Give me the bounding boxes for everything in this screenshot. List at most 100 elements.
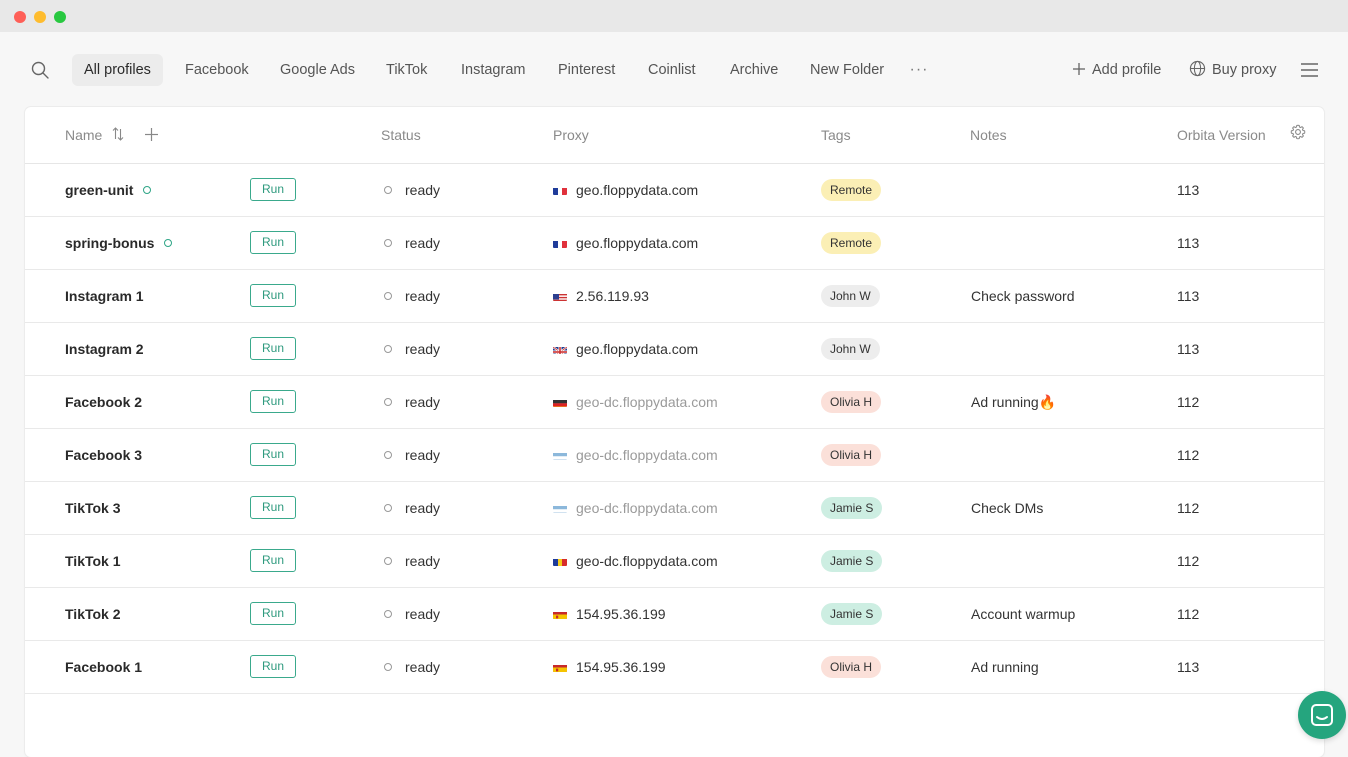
tab-all-profiles[interactable]: All profiles [72, 54, 163, 86]
tab-facebook[interactable]: Facebook [173, 54, 261, 86]
tag-badge[interactable]: John W [821, 285, 880, 307]
proxy-cell[interactable]: geo-dc.floppydata.com [553, 553, 718, 569]
tab-new-folder[interactable]: New Folder [798, 54, 896, 86]
profile-name-text: Instagram 2 [65, 341, 144, 357]
tag-badge[interactable]: Jamie S [821, 603, 882, 625]
run-button[interactable]: Run [250, 337, 296, 360]
profile-name-text: Instagram 1 [65, 288, 144, 304]
profile-name[interactable]: TikTok 2 [65, 606, 121, 622]
notes-cell[interactable]: Check DMs [971, 500, 1043, 516]
tag-badge[interactable]: John W [821, 338, 880, 360]
orbita-version-cell: 113 [1177, 341, 1199, 357]
search-icon[interactable] [30, 60, 50, 80]
run-button[interactable]: Run [250, 496, 296, 519]
chat-icon[interactable] [1298, 691, 1346, 739]
profile-name[interactable]: Facebook 3 [65, 447, 142, 463]
run-button[interactable]: Run [250, 655, 296, 678]
menu-icon[interactable] [1301, 63, 1318, 77]
orbita-version-cell: 113 [1177, 235, 1199, 251]
tab-google-ads[interactable]: Google Ads [268, 54, 367, 86]
orbita-version-cell: 113 [1177, 288, 1199, 304]
proxy-cell[interactable]: geo.floppydata.com [553, 341, 698, 357]
proxy-cell[interactable]: geo.floppydata.com [553, 235, 698, 251]
run-button[interactable]: Run [250, 602, 296, 625]
flag-icon [553, 291, 567, 301]
tag-badge[interactable]: Olivia H [821, 444, 881, 466]
profile-name[interactable]: spring-bonus [65, 235, 172, 251]
buy-proxy-button[interactable]: Buy proxy [1189, 54, 1276, 86]
tag-badge[interactable]: Jamie S [821, 550, 882, 572]
more-tabs-button[interactable]: ··· [906, 54, 932, 86]
column-header-tags[interactable]: Tags [821, 127, 851, 143]
notes-cell[interactable]: Account warmup [971, 606, 1075, 622]
tab-coinlist[interactable]: Coinlist [636, 54, 708, 86]
orbita-version-cell: 112 [1177, 447, 1199, 463]
sort-icon[interactable] [112, 127, 124, 144]
run-button[interactable]: Run [250, 390, 296, 413]
proxy-cell[interactable]: 154.95.36.199 [553, 659, 666, 675]
table-row[interactable]: Facebook 1 Run ready 154.95.36.199 Olivia H A… [25, 641, 1324, 694]
profile-name-text: Facebook 3 [65, 447, 142, 463]
status-cell: ready [384, 659, 440, 675]
status-cell: ready [384, 447, 440, 463]
notes-cell[interactable]: Ad running [971, 659, 1039, 675]
tag-badge[interactable]: Olivia H [821, 391, 881, 413]
tag-badge[interactable]: Jamie S [821, 497, 882, 519]
proxy-host: geo-dc.floppydata.com [576, 553, 718, 569]
tag-badge[interactable]: Olivia H [821, 656, 881, 678]
proxy-cell[interactable]: geo.floppydata.com [553, 182, 698, 198]
minimize-window-button[interactable] [34, 11, 46, 23]
profile-name[interactable]: Facebook 2 [65, 394, 142, 410]
tag-badge[interactable]: Remote [821, 179, 881, 201]
tab-instagram[interactable]: Instagram [449, 54, 537, 86]
proxy-cell[interactable]: geo-dc.floppydata.com [553, 447, 718, 463]
column-header-name[interactable]: Name [65, 127, 102, 143]
column-header-proxy[interactable]: Proxy [553, 127, 589, 143]
profile-name[interactable]: green-unit [65, 182, 151, 198]
profile-name[interactable]: TikTok 3 [65, 500, 121, 516]
add-profile-button[interactable]: Add profile [1072, 54, 1161, 86]
profile-name-text: TikTok 1 [65, 553, 121, 569]
tab-archive[interactable]: Archive [718, 54, 790, 86]
profile-name-text: TikTok 2 [65, 606, 121, 622]
tab-tiktok[interactable]: TikTok [374, 54, 439, 86]
column-header-orbita-version[interactable]: Orbita Version [1177, 127, 1266, 143]
run-button[interactable]: Run [250, 443, 296, 466]
buy-proxy-label: Buy proxy [1212, 62, 1276, 78]
profile-name[interactable]: Facebook 1 [65, 659, 142, 675]
proxy-cell[interactable]: 2.56.119.93 [553, 288, 649, 304]
profile-name[interactable]: TikTok 1 [65, 553, 121, 569]
proxy-cell[interactable]: geo-dc.floppydata.com [553, 500, 718, 516]
maximize-window-button[interactable] [54, 11, 66, 23]
table-row[interactable]: green-unit Run ready geo.floppydata.com Remo… [25, 164, 1324, 217]
status-dot-icon [384, 186, 392, 194]
run-button[interactable]: Run [250, 549, 296, 572]
status-dot-icon [384, 292, 392, 300]
status-text: ready [405, 182, 440, 198]
close-window-button[interactable] [14, 11, 26, 23]
proxy-cell[interactable]: geo-dc.floppydata.com [553, 394, 718, 410]
run-button[interactable]: Run [250, 284, 296, 307]
profile-name[interactable]: Instagram 2 [65, 341, 144, 357]
proxy-cell[interactable]: 154.95.36.199 [553, 606, 666, 622]
run-button[interactable]: Run [250, 231, 296, 254]
column-header-notes[interactable]: Notes [970, 127, 1007, 143]
profile-name[interactable]: Instagram 1 [65, 288, 144, 304]
run-button[interactable]: Run [250, 178, 296, 201]
column-header-status[interactable]: Status [381, 127, 421, 143]
add-column-icon[interactable] [145, 128, 158, 144]
flag-icon [553, 344, 567, 354]
notes-cell[interactable]: Ad running🔥 [971, 394, 1056, 411]
notes-cell[interactable]: Check password [971, 288, 1075, 304]
table-row[interactable]: Facebook 3 Run ready geo-dc.floppydata.com O… [25, 429, 1324, 482]
settings-gear-icon[interactable] [1290, 124, 1306, 143]
tab-pinterest[interactable]: Pinterest [546, 54, 627, 86]
tag-badge[interactable]: Remote [821, 232, 881, 254]
